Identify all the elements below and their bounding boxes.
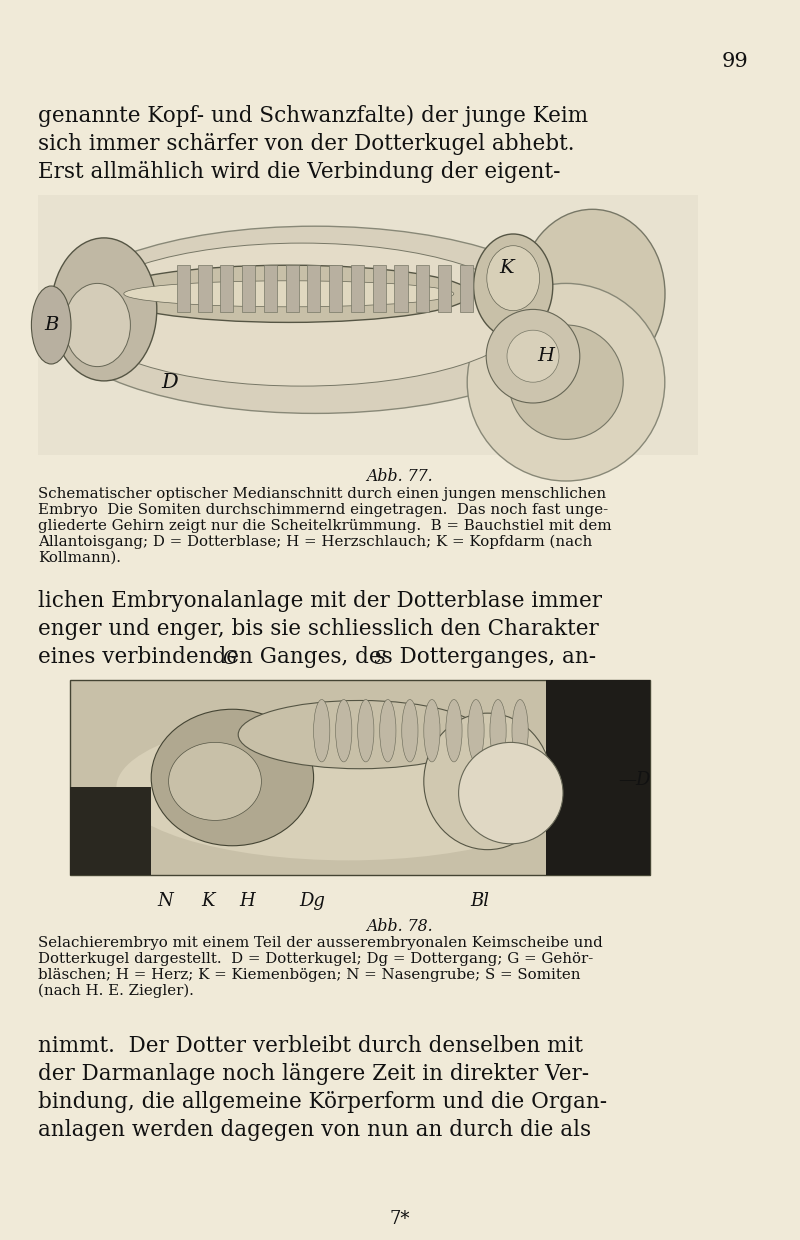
Text: anlagen werden dagegen von nun an durch die als: anlagen werden dagegen von nun an durch … bbox=[38, 1118, 591, 1141]
Ellipse shape bbox=[380, 699, 396, 761]
Ellipse shape bbox=[124, 280, 454, 306]
Bar bbox=[177, 265, 190, 312]
Text: 7*: 7* bbox=[390, 1210, 410, 1228]
Bar bbox=[460, 265, 473, 312]
Text: lichen Embryonalanlage mit der Dotterblase immer: lichen Embryonalanlage mit der Dotterbla… bbox=[38, 590, 602, 613]
Ellipse shape bbox=[446, 699, 462, 761]
Text: sich immer schärfer von der Dotterkugel abhebt.: sich immer schärfer von der Dotterkugel … bbox=[38, 133, 574, 155]
Bar bbox=[438, 265, 451, 312]
Text: gliederte Gehirn zeigt nur die Scheitelkrümmung.  B = Bauchstiel mit dem: gliederte Gehirn zeigt nur die Scheitelk… bbox=[38, 520, 612, 533]
Ellipse shape bbox=[487, 246, 539, 311]
Bar bbox=[220, 265, 234, 312]
Bar bbox=[351, 265, 364, 312]
Ellipse shape bbox=[78, 243, 526, 386]
Ellipse shape bbox=[116, 714, 581, 861]
Bar bbox=[416, 265, 430, 312]
Ellipse shape bbox=[520, 210, 665, 378]
Text: Allantoisgang; D = Dotterblase; H = Herzschlauch; K = Kopfdarm (nach: Allantoisgang; D = Dotterblase; H = Herz… bbox=[38, 534, 592, 549]
Circle shape bbox=[467, 284, 665, 481]
Text: Dg: Dg bbox=[299, 892, 325, 910]
Text: N: N bbox=[157, 892, 173, 910]
Text: Schematischer optischer Medianschnitt durch einen jungen menschlichen: Schematischer optischer Medianschnitt du… bbox=[38, 487, 606, 501]
Ellipse shape bbox=[314, 699, 330, 761]
Text: (nach H. E. Ziegler).: (nach H. E. Ziegler). bbox=[38, 985, 194, 998]
Bar bbox=[38, 195, 698, 455]
Circle shape bbox=[507, 330, 559, 382]
Text: genannte Kopf- und Schwanzfalte) der junge Keim: genannte Kopf- und Schwanzfalte) der jun… bbox=[38, 105, 588, 126]
Bar bbox=[70, 680, 650, 875]
Text: Abb. 78.: Abb. 78. bbox=[366, 918, 434, 935]
Bar bbox=[546, 680, 650, 875]
Bar bbox=[70, 787, 151, 875]
Text: bindung, die allgemeine Körperform und die Organ-: bindung, die allgemeine Körperform und d… bbox=[38, 1091, 607, 1114]
Ellipse shape bbox=[31, 286, 71, 365]
Text: Erst allmählich wird die Verbindung der eigent-: Erst allmählich wird die Verbindung der … bbox=[38, 161, 561, 184]
Ellipse shape bbox=[474, 234, 553, 339]
Text: Embryo  Die Somiten durchschimmernd eingetragen.  Das noch fast unge-: Embryo Die Somiten durchschimmernd einge… bbox=[38, 503, 608, 517]
Text: Selachierembryo mit einem Teil der ausserembryonalen Keimscheibe und: Selachierembryo mit einem Teil der ausse… bbox=[38, 936, 602, 950]
Bar bbox=[394, 265, 408, 312]
Ellipse shape bbox=[64, 284, 130, 367]
Bar bbox=[373, 265, 386, 312]
Ellipse shape bbox=[402, 699, 418, 761]
Bar bbox=[286, 265, 298, 312]
Text: H: H bbox=[239, 892, 255, 910]
Ellipse shape bbox=[490, 699, 506, 761]
Ellipse shape bbox=[51, 238, 157, 381]
Text: S: S bbox=[374, 650, 386, 668]
Ellipse shape bbox=[107, 265, 470, 322]
Bar bbox=[307, 265, 321, 312]
Ellipse shape bbox=[424, 699, 440, 761]
Text: B: B bbox=[44, 316, 58, 334]
Bar bbox=[264, 265, 277, 312]
Text: K: K bbox=[499, 259, 514, 277]
Ellipse shape bbox=[468, 699, 484, 761]
Text: nimmt.  Der Dotter verbleibt durch denselben mit: nimmt. Der Dotter verbleibt durch densel… bbox=[38, 1035, 583, 1056]
Text: K: K bbox=[202, 892, 214, 910]
Text: Bl: Bl bbox=[470, 892, 490, 910]
Bar bbox=[198, 265, 211, 312]
Text: Kollmann).: Kollmann). bbox=[38, 551, 121, 565]
Bar bbox=[242, 265, 255, 312]
Text: der Darmanlage noch längere Zeit in direkter Ver-: der Darmanlage noch längere Zeit in dire… bbox=[38, 1063, 589, 1085]
Text: Abb. 77.: Abb. 77. bbox=[366, 467, 434, 485]
Ellipse shape bbox=[512, 699, 528, 761]
Text: bläschen; H = Herz; K = Kiemenbögen; N = Nasengrube; S = Somiten: bläschen; H = Herz; K = Kiemenbögen; N =… bbox=[38, 968, 581, 982]
Ellipse shape bbox=[51, 226, 579, 413]
Circle shape bbox=[509, 325, 623, 439]
Text: D: D bbox=[162, 373, 178, 392]
Text: H: H bbox=[538, 347, 554, 366]
Text: enger und enger, bis sie schliesslich den Charakter: enger und enger, bis sie schliesslich de… bbox=[38, 618, 598, 640]
Text: eines verbindenden Ganges, des Dotterganges, an-: eines verbindenden Ganges, des Dottergan… bbox=[38, 646, 596, 668]
Ellipse shape bbox=[238, 701, 482, 769]
Text: Dotterkugel dargestellt.  D = Dotterkugel; Dg = Dottergang; G = Gehör-: Dotterkugel dargestellt. D = Dotterkugel… bbox=[38, 952, 594, 966]
Ellipse shape bbox=[336, 699, 352, 761]
Ellipse shape bbox=[169, 743, 262, 821]
Text: 99: 99 bbox=[722, 52, 748, 71]
Circle shape bbox=[486, 310, 580, 403]
Ellipse shape bbox=[458, 743, 563, 843]
Text: G: G bbox=[223, 650, 237, 668]
Ellipse shape bbox=[424, 713, 551, 849]
Bar bbox=[329, 265, 342, 312]
Ellipse shape bbox=[358, 699, 374, 761]
Ellipse shape bbox=[151, 709, 314, 846]
Text: —D: —D bbox=[618, 771, 650, 789]
